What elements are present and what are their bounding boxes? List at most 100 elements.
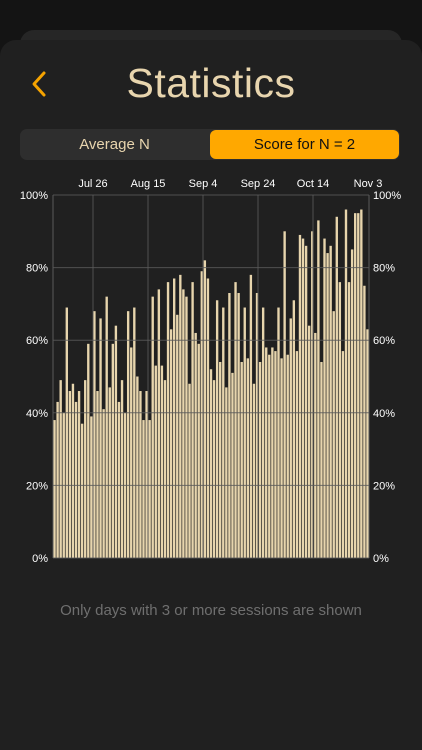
bar <box>71 383 75 558</box>
bar <box>240 361 243 558</box>
bar <box>329 245 332 558</box>
bar <box>77 391 81 558</box>
bar <box>133 307 136 558</box>
bar <box>84 380 87 558</box>
chevron-left-icon <box>32 71 46 97</box>
y-tick-label-right: 0% <box>373 553 389 565</box>
x-tick-label: Nov 3 <box>354 178 383 190</box>
bar <box>234 282 237 558</box>
bar <box>225 387 228 558</box>
bar <box>99 318 102 558</box>
bar <box>366 329 369 558</box>
x-tick-label: Aug 15 <box>131 178 166 190</box>
bar <box>126 311 130 558</box>
bar <box>252 383 256 558</box>
page-title: Statistics <box>126 60 296 106</box>
bar <box>173 278 176 558</box>
bar <box>212 380 216 558</box>
bar <box>93 311 96 558</box>
back-button[interactable] <box>24 67 54 101</box>
bar <box>179 274 182 558</box>
x-tick-label: Sep 24 <box>241 178 276 190</box>
bar <box>176 314 179 558</box>
bar <box>344 209 348 558</box>
bar <box>320 361 323 558</box>
bar <box>243 307 246 558</box>
y-tick-label-right: 100% <box>373 190 401 202</box>
x-tick-label: Oct 14 <box>297 178 329 190</box>
bar <box>108 387 111 558</box>
bar <box>323 238 326 558</box>
segment-average-n[interactable]: Average N <box>79 136 150 153</box>
chart-footnote: Only days with 3 or more sessions are sh… <box>60 602 362 619</box>
bar <box>304 245 308 558</box>
bar <box>117 401 121 558</box>
bar <box>105 296 108 558</box>
bar <box>194 332 197 558</box>
bar <box>283 231 286 559</box>
score-bar-chart: 0% 0% 20% 20% 40% 40% 60% 60% 80% 80% 100% 100% Jul … <box>20 178 401 565</box>
bar <box>347 282 351 558</box>
bar <box>326 253 329 558</box>
bar <box>151 296 154 558</box>
segment-score-for-n-2[interactable]: Score for N = 2 <box>210 130 399 159</box>
y-tick-label-left: 80% <box>26 263 48 275</box>
y-tick-label-left: 20% <box>26 480 48 492</box>
bar <box>65 307 68 558</box>
bar <box>209 369 213 558</box>
bar <box>203 260 207 558</box>
bar <box>182 289 185 558</box>
bar <box>289 318 292 558</box>
bar <box>163 380 167 558</box>
bar <box>335 216 338 558</box>
bar <box>298 234 302 558</box>
bar <box>363 285 366 558</box>
bar <box>200 271 203 558</box>
bar <box>228 293 231 558</box>
bar <box>295 351 299 558</box>
bar <box>114 325 118 558</box>
bar <box>231 372 234 558</box>
bar <box>148 420 151 558</box>
bar <box>261 307 265 558</box>
bar <box>87 343 90 558</box>
x-tick-label: Jul 26 <box>78 178 107 190</box>
bar <box>169 329 173 558</box>
bar <box>197 343 200 558</box>
bar <box>68 391 72 558</box>
bar <box>341 351 345 558</box>
x-tick-label: Sep 4 <box>189 178 218 190</box>
bar <box>237 293 240 558</box>
bar <box>56 401 59 558</box>
bar <box>354 213 357 558</box>
bar <box>154 365 157 558</box>
bar <box>102 409 105 558</box>
bar <box>255 293 259 558</box>
y-tick-label-right: 60% <box>373 335 395 347</box>
bar <box>350 249 354 558</box>
y-tick-label-right: 80% <box>373 263 395 275</box>
bar <box>265 347 268 558</box>
y-tick-label-left: 0% <box>32 553 48 565</box>
bar <box>292 300 296 558</box>
bar <box>191 282 194 558</box>
bar <box>307 325 311 558</box>
bar <box>277 307 280 558</box>
bar <box>185 296 188 558</box>
bar <box>314 332 317 558</box>
bar <box>215 300 219 558</box>
bar <box>90 416 93 558</box>
bar <box>219 361 222 558</box>
bar <box>268 354 271 558</box>
bar <box>142 420 145 558</box>
y-tick-label-right: 20% <box>373 480 395 492</box>
bar <box>74 401 78 558</box>
bar <box>360 209 363 558</box>
bar <box>59 380 62 558</box>
bar <box>286 354 289 558</box>
bar <box>301 238 305 558</box>
bar <box>271 347 274 558</box>
bar <box>249 274 253 558</box>
bar <box>136 376 139 558</box>
bar <box>53 420 56 558</box>
